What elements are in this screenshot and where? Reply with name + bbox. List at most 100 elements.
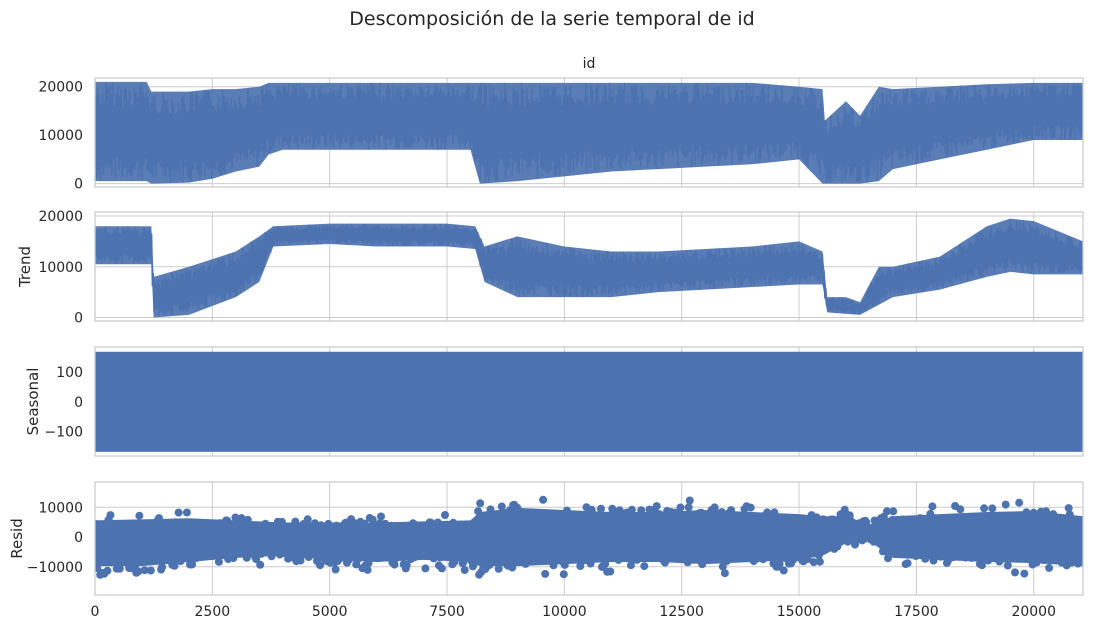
- trend-line: [95, 220, 1083, 316]
- resid-point: [303, 515, 312, 524]
- resid-point: [809, 558, 818, 567]
- x-tick-label: 0: [91, 604, 100, 620]
- resid-point: [331, 565, 340, 574]
- resid-point: [883, 507, 891, 516]
- seasonal-band: [95, 351, 1083, 452]
- y-axis-label: Trend: [16, 246, 34, 288]
- resid-point: [676, 503, 685, 512]
- panel-frame: [94, 481, 1084, 596]
- y-axis-label: Seasonal: [24, 368, 42, 436]
- resid-point: [377, 512, 385, 521]
- resid-point: [460, 566, 469, 574]
- resid-point: [437, 564, 446, 573]
- resid-point: [182, 508, 191, 517]
- x-tick-label: 17500: [894, 604, 939, 620]
- resid-point: [903, 559, 912, 568]
- resid-point: [980, 504, 989, 513]
- panel-observed: 0 10000 20000 id: [38, 56, 1084, 193]
- y-tick-label: 20000: [38, 209, 83, 225]
- observed-line: [95, 82, 1083, 184]
- y-axis-label: Resid: [8, 518, 26, 558]
- resid-point: [316, 561, 325, 570]
- x-tick-label: 10000: [542, 604, 587, 620]
- resid-point: [1001, 500, 1010, 509]
- resid-point: [815, 557, 824, 566]
- figure-title: Descomposición de la serie temporal de i…: [349, 8, 755, 30]
- resid-point: [746, 503, 755, 512]
- resid-point: [606, 567, 615, 576]
- subplot-title: id: [583, 56, 596, 72]
- resid-point: [494, 564, 503, 573]
- y-tick-label: 20000: [38, 80, 83, 96]
- resid-point: [214, 557, 223, 566]
- panel-frame: [94, 346, 1084, 457]
- x-tick-label: 20000: [1011, 604, 1056, 620]
- resid-point: [978, 561, 986, 570]
- resid-point: [497, 502, 506, 511]
- x-tick-label: 12500: [659, 604, 704, 620]
- resid-point: [928, 502, 937, 511]
- resid-point: [1015, 498, 1024, 507]
- series-seasonal: [95, 351, 1083, 452]
- resid-point: [134, 567, 143, 576]
- resid-point: [421, 564, 430, 573]
- y-tick-label: 0: [74, 310, 83, 326]
- resid-point: [640, 562, 649, 571]
- resid-point: [627, 505, 636, 514]
- resid-point: [441, 511, 449, 519]
- resid-point: [541, 569, 550, 578]
- resid-point: [188, 560, 197, 569]
- resid-point: [135, 511, 144, 520]
- y-tick-label: 0: [74, 395, 83, 411]
- y-tick-label: −10000: [27, 560, 83, 576]
- resid-point: [1003, 561, 1012, 570]
- resid-dense-band: [95, 507, 1083, 567]
- panel-seasonal: −100 0 100 Seasonal: [24, 346, 1084, 457]
- resid-point: [1064, 504, 1073, 513]
- resid-point: [988, 504, 997, 513]
- resid-point: [720, 569, 729, 578]
- resid-point: [1011, 568, 1019, 577]
- resid-point: [1020, 569, 1029, 578]
- panel-resid: −10000 0 10000 Resid 0 2500 5000 7500 10000 12500…: [8, 481, 1084, 620]
- resid-point: [390, 560, 399, 569]
- resid-point: [559, 570, 568, 579]
- y-tick-label: 0: [74, 530, 83, 546]
- resid-point: [170, 561, 179, 570]
- series-trend: [95, 218, 1083, 318]
- panel-frame: [94, 77, 1084, 188]
- x-tick-label: 2500: [195, 604, 231, 620]
- panels: 0 10000 20000 id 0 10000 20000 Trend −100 0 100 Sea…: [8, 56, 1084, 620]
- resid-point: [402, 560, 411, 569]
- resid-point: [889, 507, 898, 516]
- resid-point: [284, 554, 293, 563]
- resid-point: [775, 560, 784, 568]
- x-tick-label: 5000: [312, 604, 348, 620]
- resid-point: [106, 511, 115, 520]
- resid-point: [539, 495, 548, 504]
- y-tick-label: −100: [45, 425, 83, 441]
- resid-point: [956, 505, 965, 514]
- y-tick-label: 10000: [38, 500, 83, 516]
- x-tick-label: 15000: [777, 604, 822, 620]
- panel-frame: [94, 211, 1084, 322]
- resid-point: [158, 563, 167, 571]
- resid-point: [718, 562, 727, 571]
- resid-point: [685, 496, 694, 505]
- resid-point: [115, 564, 124, 573]
- resid-point: [1045, 563, 1054, 572]
- resid-point: [256, 560, 265, 569]
- y-tick-label: 10000: [38, 260, 83, 276]
- y-tick-label: 100: [56, 365, 83, 381]
- resid-point: [684, 503, 693, 512]
- y-tick-label: 0: [74, 177, 83, 193]
- series-observed: [95, 81, 1083, 184]
- resid-point: [174, 508, 183, 517]
- panel-trend: 0 10000 20000 Trend: [16, 209, 1084, 326]
- resid-point: [146, 566, 155, 575]
- y-tick-label: 10000: [38, 128, 83, 144]
- resid-point: [103, 566, 112, 575]
- resid-point: [597, 504, 605, 513]
- x-tick-label: 7500: [429, 604, 465, 620]
